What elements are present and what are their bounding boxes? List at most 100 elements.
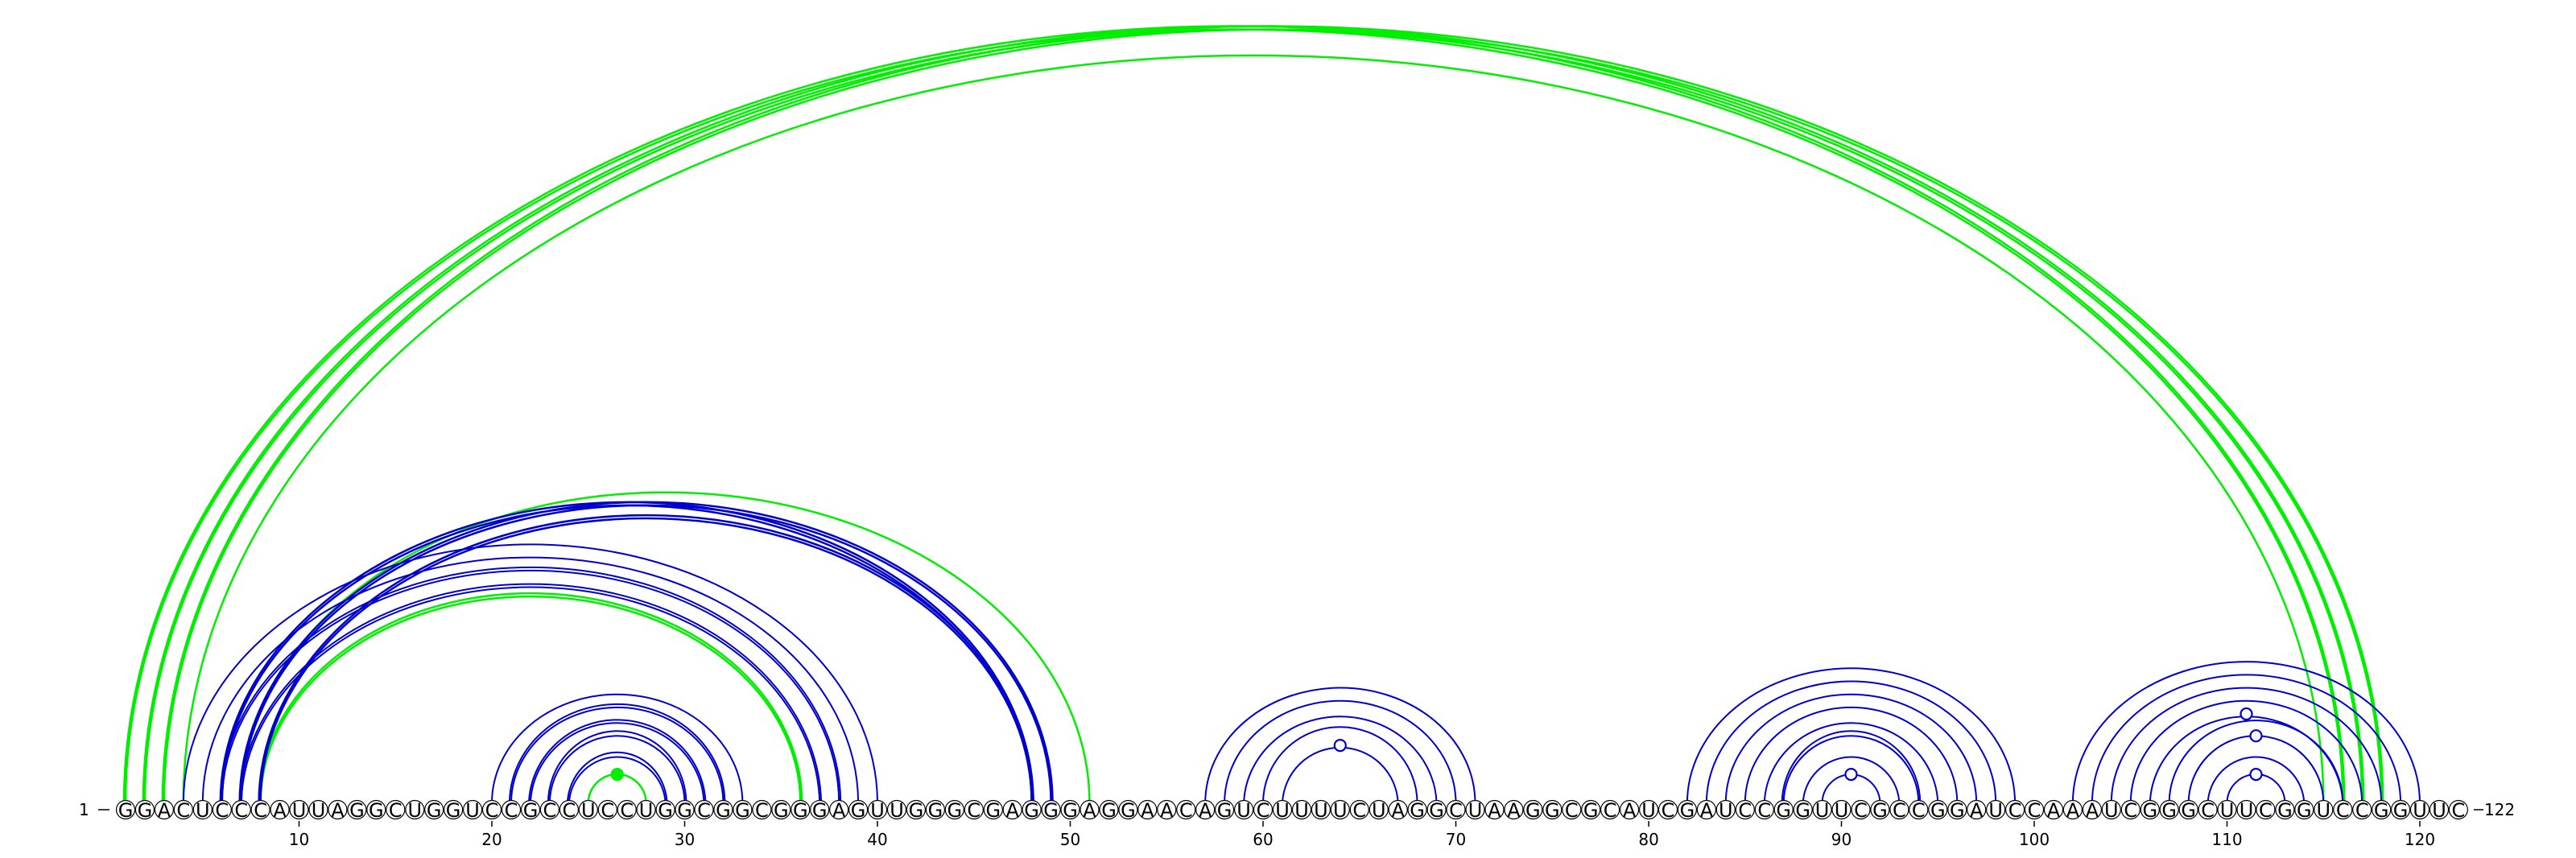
nucleotide-letter: C [485, 799, 499, 822]
pair-marker-89-92 [1844, 767, 1858, 782]
nucleotide-circle [1754, 799, 1774, 820]
nucleotide: C [1851, 799, 1871, 822]
nucleotide-letter: G [851, 799, 866, 822]
nucleotide: A [1696, 799, 1716, 822]
nucleotide-letter: U [870, 799, 885, 822]
pair-marker-106-116 [2240, 707, 2253, 721]
nucleotide-circle [655, 799, 675, 820]
nucleotide-circle [1600, 799, 1620, 820]
nucleotide: A [1484, 799, 1505, 822]
nucleotide-circle [1793, 799, 1813, 820]
nucleotide-circle [694, 799, 714, 820]
nucleotide-circle [1272, 799, 1293, 820]
arc-blue-87-94 [1781, 730, 1922, 804]
nucleotide: G [1793, 799, 1813, 822]
nucleotide-letter: G [658, 799, 673, 822]
nucleotide-circle [906, 799, 927, 820]
nucleotide-circle [1831, 799, 1852, 820]
nucleotide: A [829, 799, 849, 822]
pair-markers [610, 707, 2263, 782]
nucleotide-circle [1060, 799, 1080, 820]
nucleotide: C [559, 799, 580, 822]
nucleotide-circle [2236, 799, 2256, 820]
nucleotide: G [443, 799, 464, 822]
nucleotide-circle [1330, 799, 1350, 820]
nucleotide-circle [173, 799, 193, 820]
nucleotide-circle [462, 799, 483, 820]
nucleotide-circle [405, 799, 425, 820]
nucleotide-circle [1639, 799, 1659, 820]
nucleotide-letter: G [1525, 799, 1541, 822]
nucleotide-letter: G [774, 799, 789, 822]
nucleotide-circle [2275, 799, 2295, 820]
nucleotide: C [231, 799, 251, 822]
nucleotide: G [1426, 799, 1447, 822]
nucleotide-letter: G [1930, 799, 1946, 822]
nucleotide: U [1831, 799, 1852, 822]
nucleotide-circle [713, 799, 733, 820]
nucleotide-circle [270, 799, 290, 820]
nucleotide-letter: U [890, 799, 904, 822]
arc-blue-84-97 [1724, 693, 1978, 804]
nucleotide-circle [2043, 799, 2064, 820]
nucleotide-letter: C [234, 799, 248, 822]
nucleotide-circle [481, 799, 502, 820]
nucleotide-letter: G [716, 799, 731, 822]
arc-blue-60-68 [1262, 726, 1418, 804]
nucleotide-letter: G [677, 799, 692, 822]
pair-marker-110-113 [2249, 767, 2263, 782]
nucleotide: C [212, 799, 232, 822]
nucleotide-letter: G [793, 799, 808, 822]
nucleotide-letter: A [1970, 799, 1984, 822]
nucleotide-circle [964, 799, 984, 820]
nucleotide: G [1523, 799, 1543, 822]
nucleotide-letter: U [1372, 799, 1386, 822]
nucleotide: G [655, 799, 675, 822]
nucleotide-circle [2429, 799, 2450, 820]
axis-tick-label: 10 [289, 830, 309, 849]
position-axis: 10 20 30 40 50 60 70 80 90 100 110 120 [289, 821, 2435, 849]
nucleotide: G [347, 799, 367, 822]
nucleotide-letter: G [1872, 799, 1888, 822]
nucleotide-circle [308, 799, 328, 820]
nucleotide-letter: A [1700, 799, 1714, 822]
nucleotide-circle [1657, 799, 1678, 820]
nucleotide-letter: A [1623, 799, 1637, 822]
nucleotide-circle [424, 799, 444, 820]
nucleotide-circle [520, 799, 541, 820]
nucleotide: G [1870, 799, 1890, 822]
axis-tick-label: 70 [1446, 830, 1466, 849]
arc-blue-23-30 [548, 735, 686, 804]
nucleotide-letter: C [2201, 799, 2215, 822]
nucleotide-circle [2140, 799, 2160, 820]
nucleotide-letter: U [292, 799, 307, 822]
nucleotide-circle [2159, 799, 2179, 820]
nucleotide-circle [1291, 799, 1312, 820]
axis-tick-label: 100 [2019, 830, 2050, 849]
nucleotide: C [2024, 799, 2045, 822]
pair-marker-25-28 [610, 767, 624, 782]
arc-blue-82-99 [1686, 667, 2017, 804]
axis-tick-label: 40 [867, 830, 887, 849]
nucleotide: U [1639, 799, 1659, 822]
nucleotide: C [501, 799, 522, 822]
arc-blue-105-117 [2129, 699, 2363, 804]
nucleotide-letter: A [1005, 799, 1019, 822]
nucleotide-circle [983, 799, 1003, 820]
axis-tick-label: 30 [675, 830, 695, 849]
nucleotide-circle [1773, 799, 1794, 820]
nucleotide-letter: G [1410, 799, 1425, 822]
nucleotide-circle [1349, 799, 1369, 820]
nucleotide-letter: U [2220, 799, 2235, 822]
nucleotide-letter: G [118, 799, 134, 822]
nucleotide-letter: U [196, 799, 210, 822]
nucleotide-letter: C [967, 799, 980, 822]
nucleotide-circle [192, 799, 213, 820]
nucleotide: U [1465, 799, 1485, 822]
arc-blue-87-94 [1782, 735, 1920, 804]
nucleotide: U [886, 799, 907, 822]
arc-blue-61-67 [1282, 746, 1399, 804]
nucleotide-letter: U [1835, 799, 1849, 822]
nucleotide-letter: U [1275, 799, 1290, 822]
